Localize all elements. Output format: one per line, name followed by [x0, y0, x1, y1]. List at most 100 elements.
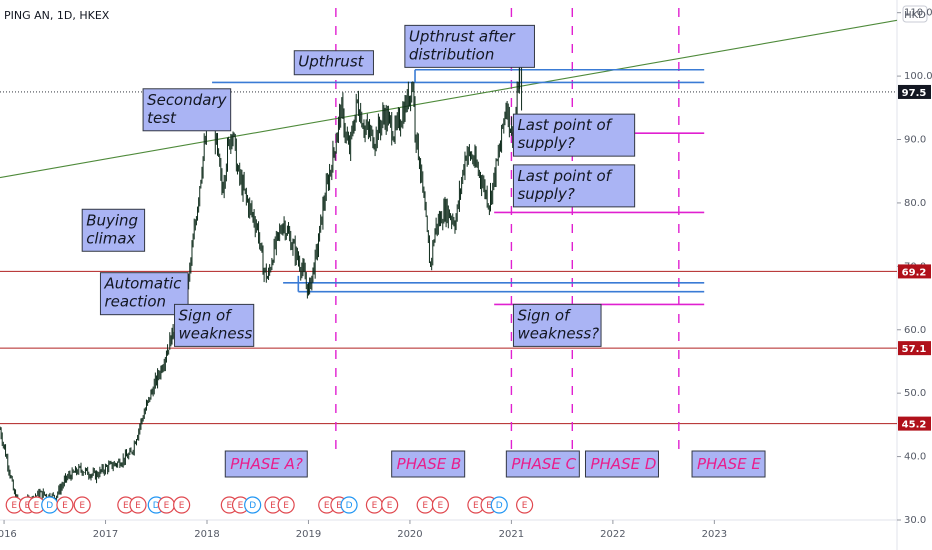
annotation-text: supply?	[517, 134, 574, 152]
event-marker-label: E	[522, 501, 528, 511]
event-marker	[244, 496, 262, 514]
last-price-tag: 97.5	[902, 88, 927, 99]
event-marker-label: E	[473, 501, 479, 511]
annotation-text: Sign of	[517, 306, 572, 324]
currency-badge[interactable]: HKD	[902, 5, 928, 23]
trendline	[0, 19, 898, 179]
annotation-text: weakness	[179, 324, 253, 342]
event-marker-label: E	[372, 501, 378, 511]
event-marker	[340, 496, 358, 514]
event-marker	[277, 496, 295, 514]
level-price-tag-bg	[898, 416, 931, 431]
event-marker-label: D	[496, 501, 503, 511]
price-tick-label: 110.0	[904, 8, 932, 19]
annotation-text: Upthrust after	[409, 27, 516, 45]
event-marker-label: D	[249, 501, 256, 511]
phase-label: PHASE D	[590, 455, 656, 473]
time-tick-label: 2019	[296, 529, 321, 540]
event-marker-label: E	[324, 501, 330, 511]
annotation-box	[512, 113, 636, 157]
phase-label: PHASE A?	[230, 455, 303, 473]
annotation-box	[512, 303, 602, 347]
event-marker-label: E	[270, 501, 276, 511]
price-tick-label: 60.0	[904, 325, 926, 336]
time-tick-label: 2022	[600, 529, 625, 540]
price-tick-label: 40.0	[904, 452, 926, 463]
event-marker-label: E	[238, 501, 244, 511]
annotation-text: Buying	[86, 211, 138, 229]
level-price-tag: 69.2	[902, 267, 927, 278]
price-tick-label: 30.0	[904, 515, 926, 526]
event-marker-label: E	[11, 501, 17, 511]
price-tick-label: 100.0	[904, 71, 932, 82]
event-marker	[73, 496, 91, 514]
event-marker-label: E	[62, 501, 68, 511]
annotation-box	[404, 24, 535, 68]
annotation-text: Last point of	[517, 116, 613, 134]
level-price-tag-bg	[898, 341, 931, 356]
price-series	[0, 42, 523, 508]
event-marker-label: E	[422, 501, 428, 511]
event-marker	[56, 496, 74, 514]
event-marker	[490, 496, 508, 514]
level-price-tag: 45.2	[902, 420, 927, 431]
annotation-text: reaction	[104, 293, 166, 311]
symbol-title: PING AN, 1D, HKEX	[4, 9, 110, 22]
annotation-box	[174, 303, 255, 347]
time-tick-label: 2017	[93, 529, 118, 540]
phase-box	[391, 450, 466, 478]
annotation-text: Automatic	[103, 275, 182, 293]
event-marker-label: E	[486, 501, 492, 511]
annotation-text: supply?	[517, 185, 574, 203]
phase-label: PHASE C	[511, 455, 576, 473]
price-tick-label: 80.0	[904, 198, 926, 209]
event-marker-label: D	[153, 501, 160, 511]
phase-box	[691, 450, 766, 478]
event-marker-label: E	[34, 501, 40, 511]
annotation-text: Secondary	[147, 91, 228, 109]
annotation-text: Last point of	[517, 167, 613, 185]
drawn-lines	[0, 8, 898, 455]
event-marker	[381, 496, 399, 514]
event-marker-label: E	[164, 501, 170, 511]
level-lines	[0, 91, 897, 425]
annotation-box	[293, 50, 374, 76]
event-marker-label: E	[135, 501, 141, 511]
phase-box	[505, 450, 580, 478]
event-marker-label: E	[438, 501, 444, 511]
time-tick-label: 2023	[702, 529, 727, 540]
annotation-box	[512, 164, 636, 208]
event-marker	[431, 496, 449, 514]
event-marker-label: E	[283, 501, 289, 511]
level-price-tag: 57.1	[902, 344, 927, 355]
phase-label: PHASE E	[697, 455, 761, 473]
annotation-text: distribution	[409, 45, 494, 63]
event-marker-label: E	[336, 501, 342, 511]
time-tick-label: 2018	[194, 529, 219, 540]
event-marker-label: E	[25, 501, 31, 511]
event-marker-label: E	[226, 501, 232, 511]
level-price-tag-bg	[898, 264, 931, 279]
time-tick-label: 2020	[397, 529, 422, 540]
last-price-tag-bg	[898, 84, 931, 99]
event-marker	[129, 496, 147, 514]
time-tick-label: 2016	[0, 529, 17, 540]
currency-badge-frame	[902, 5, 928, 23]
phase-box	[224, 450, 308, 478]
event-marker-label: D	[346, 501, 353, 511]
annotation-text: test	[147, 109, 177, 127]
event-marker-label: E	[123, 501, 129, 511]
annotation-text: climax	[86, 229, 135, 247]
event-marker-label: E	[179, 501, 185, 511]
phase-labels: PHASE A? PHASE B PHASE C PHASE D PHASE E	[224, 450, 766, 478]
annotation-text: weakness?	[517, 324, 599, 342]
phase-box	[584, 450, 659, 478]
event-marker-label: E	[387, 501, 393, 511]
phase-label: PHASE B	[397, 455, 462, 473]
annotation-box	[142, 88, 232, 132]
event-marker-label: D	[46, 501, 53, 511]
price-tags: 69.2 57.1 45.2 97.5	[898, 84, 931, 431]
